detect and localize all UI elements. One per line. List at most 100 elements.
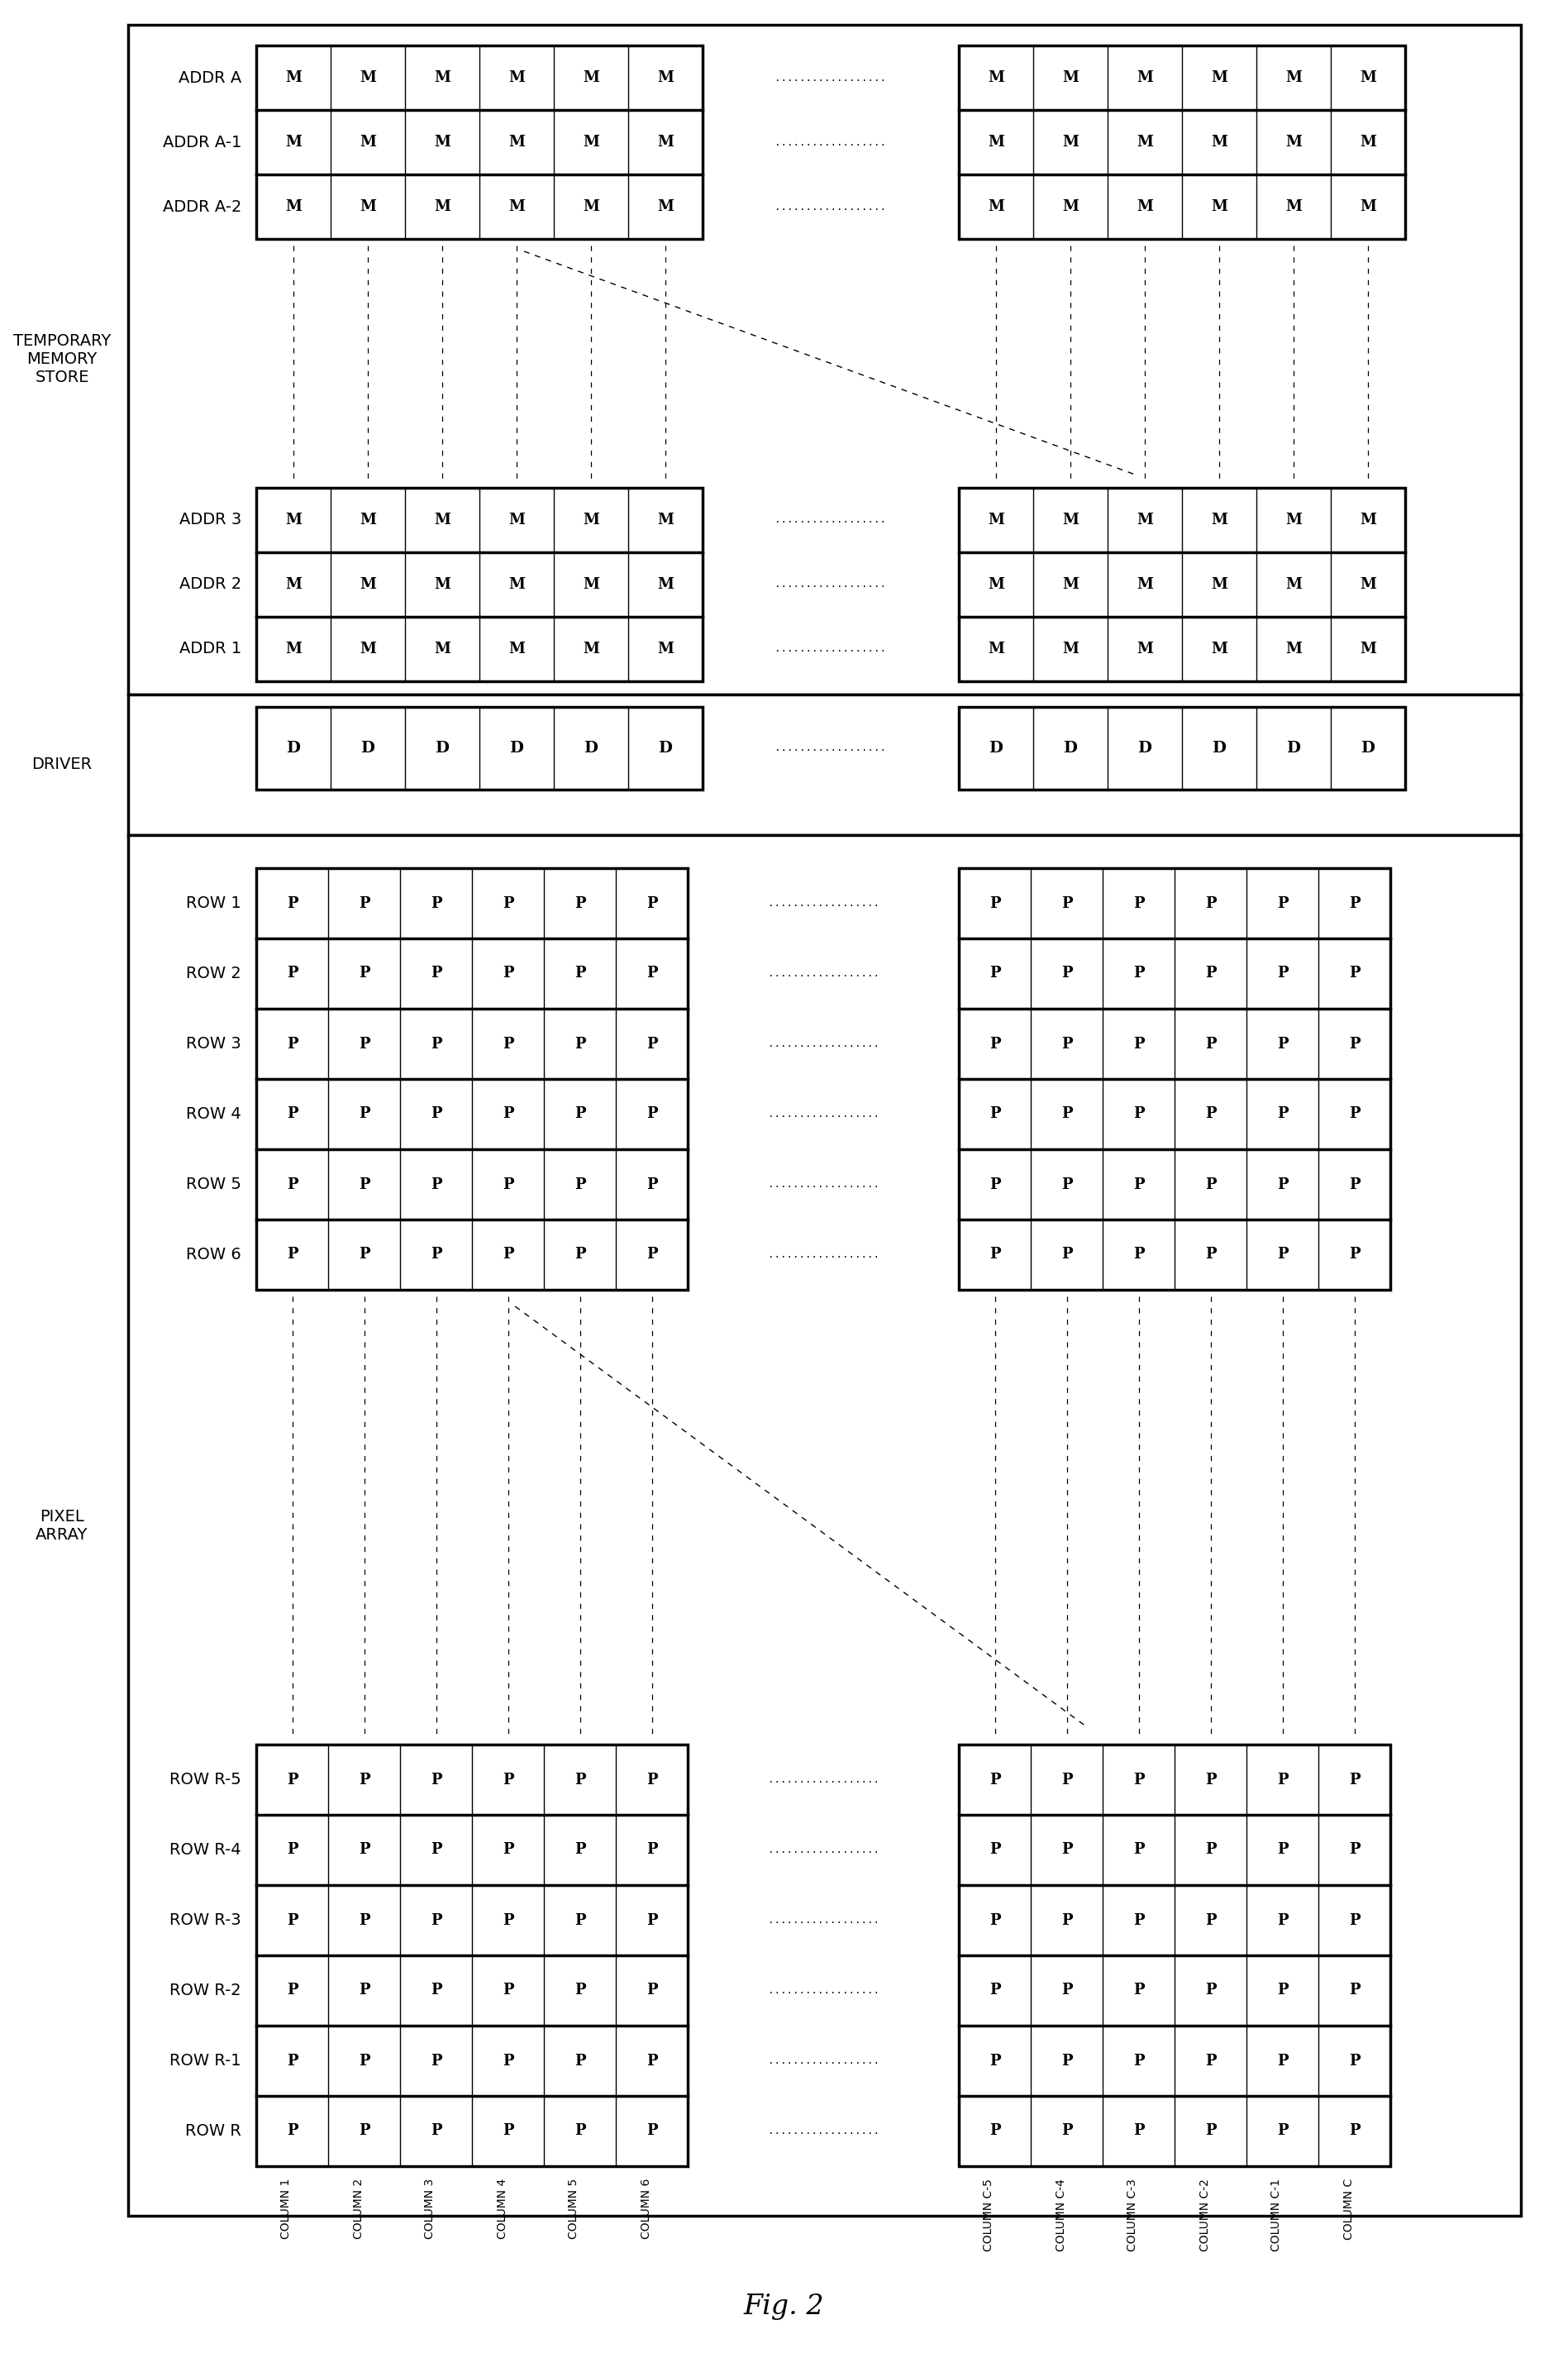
Text: P: P [646,896,657,910]
Text: P: P [359,1842,370,1858]
Text: P: P [646,2125,657,2139]
Text: P: P [502,896,514,910]
Bar [958,707,1405,790]
Text: P: P [1276,1983,1287,1997]
Text: P: P [1348,2054,1359,2068]
Text: M: M [1359,512,1377,528]
Text: ..................: .................. [767,969,880,979]
Text: M: M [434,641,450,656]
Text: P: P [430,967,442,981]
Text: P: P [502,1773,514,1787]
Text: ..................: .................. [767,1844,880,1856]
Text: M: M [1286,200,1301,215]
Text: M: M [1210,512,1228,528]
Text: P: P [1134,1842,1145,1858]
Text: M: M [1137,200,1152,215]
Text: P: P [1348,967,1359,981]
Text: M: M [988,578,1004,592]
Text: P: P [359,1038,370,1052]
Text: P: P [989,1912,1000,1926]
Text: P: P [574,1983,585,1997]
Text: D: D [1138,740,1152,755]
Text: P: P [1348,896,1359,910]
Text: ..................: .................. [767,2056,880,2066]
Text: P: P [574,1842,585,1858]
Text: P: P [1062,1912,1073,1926]
Text: P: P [1204,2054,1217,2068]
Text: P: P [287,967,298,981]
Text: P: P [1062,1247,1073,1262]
Text: M: M [1137,512,1152,528]
Text: P: P [1204,1038,1217,1052]
Text: P: P [287,896,298,910]
Bar [129,696,1521,835]
Text: TEMPORARY
MEMORY
STORE: TEMPORARY MEMORY STORE [13,332,111,387]
Text: P: P [359,1773,370,1787]
Text: ..................: .................. [775,743,886,755]
Text: P: P [646,2054,657,2068]
Text: ROW R-5: ROW R-5 [169,1771,241,1787]
Text: P: P [359,967,370,981]
Text: ADDR 3: ADDR 3 [179,512,241,528]
Text: M: M [657,71,674,85]
Text: ..................: .................. [767,898,880,908]
Text: COLUMN C-4: COLUMN C-4 [1055,2179,1066,2252]
Text: M: M [988,512,1004,528]
Text: Fig. 2: Fig. 2 [743,2294,825,2320]
Text: P: P [430,1912,442,1926]
Text: P: P [359,896,370,910]
Bar [129,26,1521,696]
Text: M: M [1210,578,1228,592]
Text: P: P [287,1038,298,1052]
Text: ROW 2: ROW 2 [187,967,241,981]
Text: DRIVER: DRIVER [31,757,93,773]
Text: P: P [287,1106,298,1122]
Text: P: P [1276,967,1287,981]
Text: M: M [359,200,376,215]
Text: P: P [430,1177,442,1191]
Text: P: P [1134,967,1145,981]
Text: P: P [287,2054,298,2068]
Text: ROW 6: ROW 6 [187,1247,241,1262]
Text: P: P [502,2125,514,2139]
Text: COLUMN C-3: COLUMN C-3 [1127,2179,1138,2252]
Text: P: P [1204,1247,1217,1262]
Text: M: M [359,71,376,85]
Text: P: P [1204,1177,1217,1191]
Text: ROW R-3: ROW R-3 [169,1912,241,1929]
Text: M: M [508,512,525,528]
Text: M: M [359,512,376,528]
Text: M: M [1210,71,1228,85]
Text: P: P [989,1247,1000,1262]
Text: P: P [574,1177,585,1191]
Text: P: P [1348,1983,1359,1997]
Text: M: M [1137,71,1152,85]
Text: P: P [430,1983,442,1997]
Text: COLUMN C-5: COLUMN C-5 [983,2179,994,2252]
Text: ROW 5: ROW 5 [187,1177,241,1193]
Text: ..................: .................. [767,1108,880,1120]
Text: P: P [1348,1177,1359,1191]
Text: M: M [1062,134,1079,149]
Text: P: P [1062,1773,1073,1787]
Text: ROW R: ROW R [185,2122,241,2139]
Text: P: P [287,1983,298,1997]
Text: ADDR A: ADDR A [179,71,241,85]
Text: P: P [1276,1106,1287,1122]
Text: M: M [1137,134,1152,149]
Text: M: M [1359,200,1377,215]
Bar [256,488,702,681]
Text: ADDR A-1: ADDR A-1 [163,134,241,151]
Text: P: P [1062,896,1073,910]
Text: D: D [510,740,524,755]
Text: P: P [1062,1038,1073,1052]
Text: ..................: .................. [767,1985,880,1995]
Text: P: P [287,2125,298,2139]
Text: D: D [583,740,597,755]
Text: P: P [646,1038,657,1052]
Text: M: M [1210,641,1228,656]
Text: P: P [502,1177,514,1191]
Text: P: P [1276,1038,1287,1052]
Text: P: P [646,967,657,981]
Text: M: M [508,134,525,149]
